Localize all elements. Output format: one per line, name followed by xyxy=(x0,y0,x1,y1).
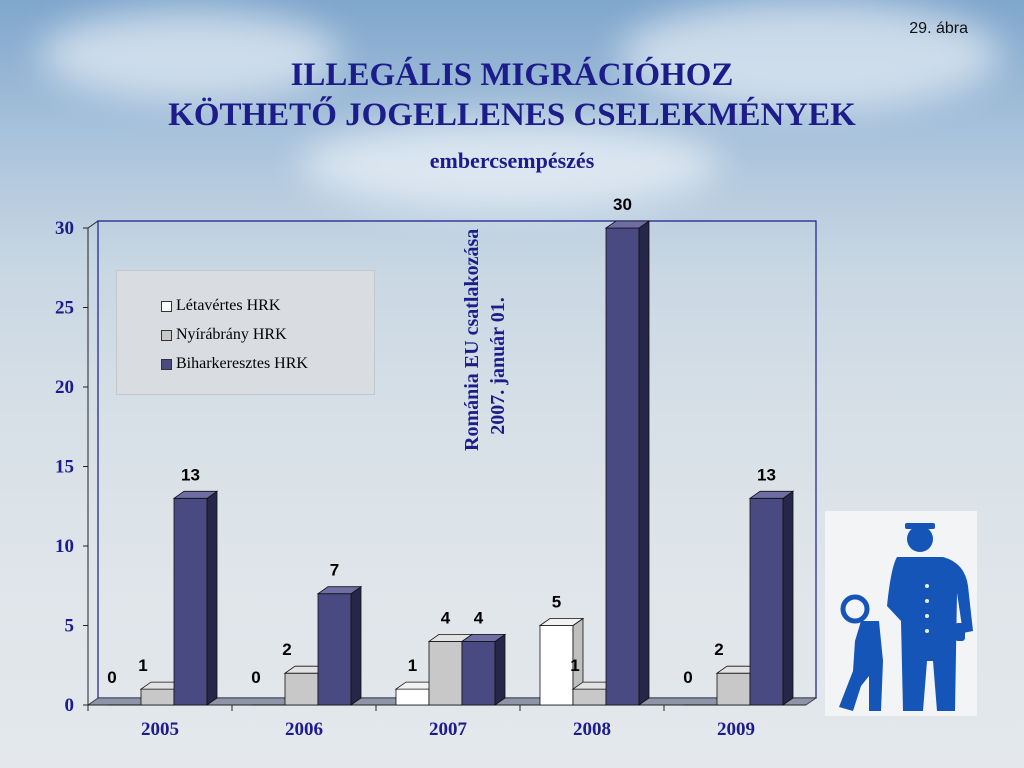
chart-title-line1: ILLEGÁLIS MIGRÁCIÓHOZ xyxy=(290,57,734,93)
eu-accession-annotation: Románia EU csatlakozása 2007. január 01. xyxy=(459,228,511,451)
bar-front xyxy=(461,641,496,706)
figure-number: 29. ábra xyxy=(909,20,968,37)
chart-title: ILLEGÁLIS MIGRÁCIÓHOZ KÖTHETŐ JOGELLENES… xyxy=(0,55,1024,135)
x-tick-label: 2007 xyxy=(429,719,468,740)
bar-top xyxy=(316,586,363,595)
legend-swatch-letavertes xyxy=(161,300,172,312)
bar xyxy=(460,633,507,706)
data-label: 1 xyxy=(138,656,147,675)
data-label: 2 xyxy=(714,640,723,659)
chart-title-line2: KÖTHETŐ JOGELLENES CSELEKMÉNYEK xyxy=(168,97,856,133)
bar-side xyxy=(206,490,218,706)
bar-side xyxy=(638,220,650,706)
bar-side xyxy=(350,585,362,706)
bar-front xyxy=(173,497,208,706)
bar-front xyxy=(572,688,607,706)
y-tick-label: 30 xyxy=(55,218,74,239)
bar-top xyxy=(460,634,507,642)
bar xyxy=(748,490,795,706)
bar-front xyxy=(140,688,175,706)
y-tick-label: 20 xyxy=(55,377,74,398)
legend-item-letavertes: Létavértes HRK xyxy=(161,297,280,315)
legend-swatch-nyirabrany xyxy=(161,329,172,341)
bar-front xyxy=(395,688,430,706)
data-label: 13 xyxy=(181,465,200,484)
bar-front xyxy=(317,593,352,706)
y-tick-label: 25 xyxy=(55,298,74,319)
bar-front xyxy=(428,641,463,706)
chart-subtitle: embercsempészés xyxy=(429,148,595,173)
y-tick-label: 0 xyxy=(65,695,75,716)
y-axis-top-edge xyxy=(87,220,99,229)
legend-label-biharkeresztes: Biharkeresztes HRK xyxy=(176,355,308,372)
y-tick-label: 15 xyxy=(55,457,74,478)
legend-label-letavertes: Létavértes HRK xyxy=(176,297,281,314)
x-tick-label: 2005 xyxy=(141,719,179,740)
chart-legend: Létavértes HRK Nyírábrány HRK Biharkeres… xyxy=(116,270,375,395)
annotation-line1: Románia EU csatlakozása xyxy=(461,228,483,451)
data-label: 30 xyxy=(613,195,632,214)
data-label: 2 xyxy=(282,640,291,659)
legend-item-nyirabrany: Nyírábrány HRK xyxy=(161,326,287,344)
bar-top xyxy=(172,490,219,499)
data-label: 0 xyxy=(251,668,260,687)
bar xyxy=(172,490,219,706)
data-label: 5 xyxy=(552,593,561,612)
bar xyxy=(316,585,363,706)
bar-front xyxy=(716,672,751,706)
annotation-line2: 2007. január 01. xyxy=(487,297,509,435)
bar-side xyxy=(494,633,506,706)
bar-top xyxy=(538,618,585,626)
data-label: 0 xyxy=(107,668,116,687)
x-tick-label: 2006 xyxy=(285,719,323,740)
data-label: 0 xyxy=(683,668,692,687)
police-officer-with-detainee-icon xyxy=(825,511,977,716)
bar xyxy=(604,220,651,706)
legend-swatch-biharkeresztes xyxy=(161,358,172,370)
x-tick-label: 2008 xyxy=(573,719,611,740)
y-tick-label: 5 xyxy=(65,616,75,637)
data-label: 4 xyxy=(474,608,484,627)
y-tick-label: 10 xyxy=(55,536,74,557)
bar-front xyxy=(539,625,574,706)
data-label: 13 xyxy=(757,465,776,484)
bar-front xyxy=(749,497,784,706)
x-tick-label: 2009 xyxy=(717,719,755,740)
bar-front xyxy=(605,227,640,706)
data-label: 7 xyxy=(330,561,339,580)
data-label: 4 xyxy=(441,608,451,627)
legend-label-nyirabrany: Nyírábrány HRK xyxy=(176,326,287,343)
data-label: 1 xyxy=(570,656,579,675)
bar-side xyxy=(782,490,794,706)
bar-front xyxy=(284,672,319,706)
bar-top xyxy=(604,220,651,229)
bar-top xyxy=(748,490,795,499)
data-label: 1 xyxy=(408,656,417,675)
legend-item-biharkeresztes: Biharkeresztes HRK xyxy=(161,355,308,373)
